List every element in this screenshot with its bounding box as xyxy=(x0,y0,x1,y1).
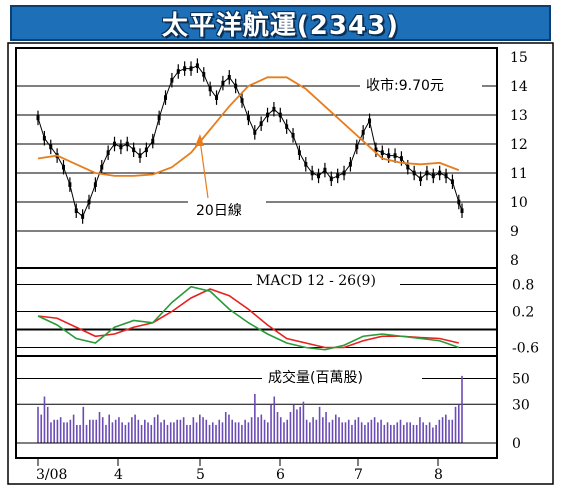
macd-line xyxy=(37,285,460,351)
macd-label-bg xyxy=(252,269,400,289)
macd-tick-label: -0.6 xyxy=(512,341,539,357)
x-tick-label: 6 xyxy=(276,467,285,483)
price-tick-label: 10 xyxy=(510,195,528,211)
macd-tick-label: 0.8 xyxy=(512,278,534,294)
x-tick-label: 8 xyxy=(434,467,443,483)
volume-tick-label: 50 xyxy=(512,371,530,387)
price-body xyxy=(460,208,464,214)
x-tick-label: 5 xyxy=(196,467,205,483)
price-tick-label: 14 xyxy=(510,79,528,95)
macd-tick-label: 0.2 xyxy=(512,305,534,321)
macd-label: MACD 12 - 26(9) xyxy=(256,273,376,289)
price-tick-label: 9 xyxy=(510,224,519,240)
ma20-line xyxy=(37,76,460,177)
volume-label-bg xyxy=(262,366,422,386)
x-tick-label: 4 xyxy=(114,467,123,483)
chart-title: 太平洋航運(2343) xyxy=(161,10,400,41)
price-tick-label: 15 xyxy=(510,50,528,66)
price-tick-label: 8 xyxy=(510,253,519,269)
x-tick-label: 3/08 xyxy=(36,467,67,483)
ma-label-bg xyxy=(188,198,266,220)
price-tick-label: 13 xyxy=(510,108,528,124)
outer-frame xyxy=(7,42,554,485)
close-price-annotation: 收市:9.70元 xyxy=(366,77,444,94)
volume-tick-label: 30 xyxy=(512,397,530,413)
plot-frame xyxy=(15,47,498,459)
ma20-arrow-head xyxy=(195,134,204,146)
close-price-line xyxy=(37,65,463,218)
ma20-arrow-shaft xyxy=(199,139,209,199)
close-label-bg xyxy=(360,73,482,95)
price-tick-label: 11 xyxy=(510,166,528,182)
macd-signal-line xyxy=(37,288,459,349)
ma20-annotation: 20日線 xyxy=(196,203,242,219)
x-tick-label: 7 xyxy=(354,467,363,483)
volume-tick-label: 0 xyxy=(512,436,521,452)
volume-label: 成交量(百萬股) xyxy=(268,369,363,386)
price-tick-label: 12 xyxy=(510,137,528,153)
title-banner: 太平洋航運(2343) xyxy=(10,5,551,41)
